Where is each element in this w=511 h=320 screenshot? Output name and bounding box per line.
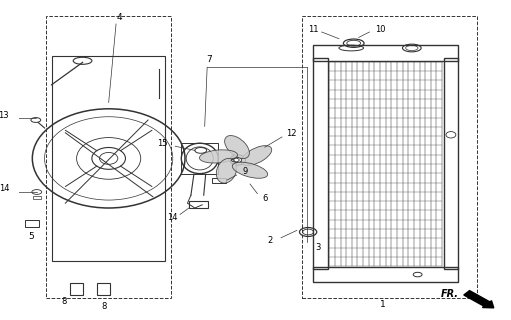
Bar bbox=[313, 267, 458, 282]
Text: 7: 7 bbox=[206, 55, 212, 64]
Text: FR.: FR. bbox=[442, 289, 459, 299]
Bar bbox=[70, 283, 83, 295]
Text: 3: 3 bbox=[315, 243, 320, 252]
Text: 8: 8 bbox=[101, 302, 106, 311]
Text: 12: 12 bbox=[286, 129, 296, 138]
Text: 10: 10 bbox=[375, 25, 386, 34]
Ellipse shape bbox=[233, 162, 268, 178]
Text: 14: 14 bbox=[0, 184, 10, 193]
Bar bbox=[45, 16, 171, 298]
Bar bbox=[301, 16, 477, 298]
Text: 11: 11 bbox=[308, 25, 318, 34]
Text: 15: 15 bbox=[157, 139, 168, 148]
Bar bbox=[52, 56, 165, 261]
Text: 4: 4 bbox=[117, 13, 122, 22]
Text: 8: 8 bbox=[62, 297, 67, 306]
Ellipse shape bbox=[216, 158, 237, 183]
Text: 14: 14 bbox=[168, 213, 178, 222]
FancyArrow shape bbox=[464, 291, 494, 308]
Text: 5: 5 bbox=[28, 232, 34, 241]
Text: 9: 9 bbox=[242, 167, 248, 176]
Bar bbox=[444, 58, 458, 269]
Bar bbox=[181, 143, 219, 174]
Bar bbox=[97, 283, 110, 295]
Ellipse shape bbox=[225, 136, 249, 158]
Ellipse shape bbox=[199, 150, 238, 163]
Bar bbox=[33, 196, 41, 199]
Text: 6: 6 bbox=[262, 194, 267, 203]
Bar bbox=[313, 45, 458, 61]
Bar bbox=[212, 178, 226, 183]
Bar bbox=[189, 201, 207, 208]
Text: 2: 2 bbox=[268, 236, 273, 245]
Circle shape bbox=[234, 157, 242, 163]
Bar bbox=[313, 58, 328, 269]
Text: 13: 13 bbox=[0, 111, 9, 120]
Ellipse shape bbox=[241, 146, 272, 165]
Text: 1: 1 bbox=[380, 300, 386, 309]
Bar bbox=[25, 220, 39, 227]
